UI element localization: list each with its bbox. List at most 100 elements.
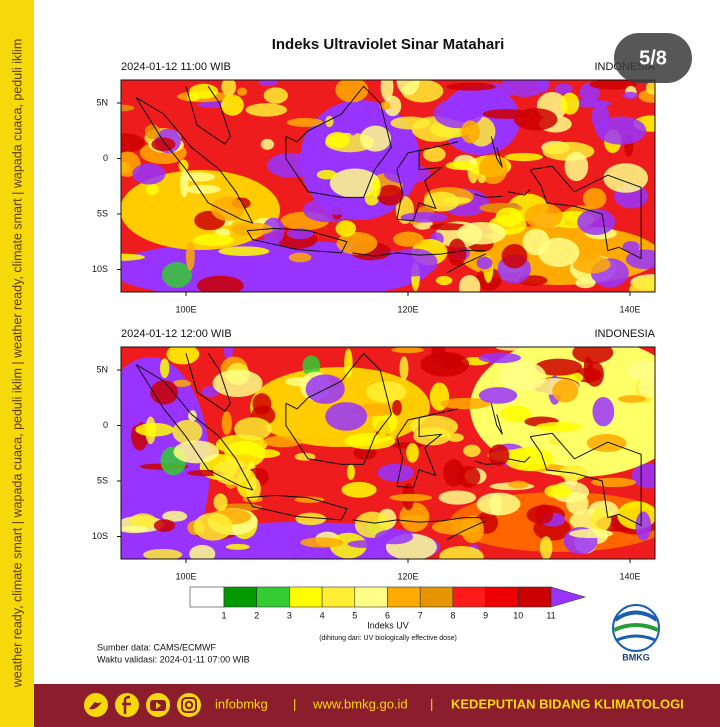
- uv-patch: [325, 402, 368, 431]
- lon-label: 100E: [175, 304, 196, 314]
- uv-patch: [635, 511, 652, 541]
- uv-patch: [501, 243, 528, 269]
- footer-website[interactable]: www.bmkg.go.id: [312, 696, 408, 711]
- uv-patch: [221, 94, 244, 116]
- uv-patch: [160, 358, 170, 379]
- uv-patch: [144, 124, 161, 140]
- uv-patch: [294, 496, 325, 503]
- uv-patch: [172, 419, 203, 444]
- uv-patch: [230, 222, 273, 236]
- colorbar-box: [517, 586, 552, 608]
- uv-patch: [390, 442, 424, 449]
- uv-patch: [213, 459, 251, 485]
- uv-patch: [121, 497, 134, 508]
- validity: Waktu validasi: 2024-01-11 07:00 WIB: [97, 654, 250, 664]
- colorbar-tick-label: 1: [221, 610, 226, 620]
- uv-patch: [476, 256, 493, 270]
- lon-label: 120E: [397, 304, 418, 314]
- uv-patch: [347, 540, 379, 548]
- colorbar-box: [223, 586, 258, 608]
- uv-patch: [495, 347, 527, 351]
- uv-patch: [393, 231, 424, 247]
- colorbar-tick-label: 3: [287, 610, 292, 620]
- lat-label: 5S: [97, 475, 108, 485]
- instagram-icon[interactable]: [177, 693, 201, 717]
- uv-patch: [341, 481, 377, 498]
- lon-label: 140E: [619, 304, 640, 314]
- uv-patch: [577, 208, 616, 235]
- uv-patch: [535, 358, 583, 376]
- uv-patch: [377, 463, 414, 482]
- uv-patch: [583, 356, 594, 384]
- uv-patch: [196, 275, 244, 292]
- side-banner-text: weather ready, climate smart | wapada cu…: [10, 39, 24, 688]
- uv-patch: [335, 220, 357, 237]
- uv-patch: [360, 125, 392, 152]
- colorbar: 1 2 3 4 5 6 7 8 9 10 11: [189, 586, 587, 620]
- uv-patch: [383, 164, 431, 184]
- uv-patch: [538, 237, 580, 268]
- uv-patch: [325, 132, 350, 149]
- uv-patch: [389, 248, 438, 277]
- uv-patch: [631, 463, 655, 489]
- uv-patch: [446, 82, 496, 91]
- uv-patch: [456, 221, 507, 245]
- coastline: [185, 86, 231, 145]
- footer-handle[interactable]: infobmkg: [215, 696, 268, 711]
- uv-patch: [488, 444, 510, 466]
- colorbar-box: [189, 586, 225, 608]
- coastline: [446, 520, 486, 541]
- uv-patch: [354, 511, 390, 538]
- panel-region: INDONESIA: [594, 328, 655, 340]
- uv-patch: [336, 232, 378, 255]
- uv-patch: [221, 80, 237, 96]
- uv-patch: [344, 432, 396, 450]
- uv-patch: [539, 536, 553, 559]
- uv-map: [121, 80, 655, 292]
- lat-label: 10S: [92, 531, 108, 541]
- uv-patch: [477, 174, 486, 184]
- uv-patch: [568, 529, 614, 539]
- uv-patch: [508, 480, 529, 489]
- uv-patch: [423, 191, 460, 212]
- uv-patch: [201, 386, 219, 398]
- uv-patch: [458, 275, 481, 292]
- uv-patch: [121, 525, 149, 534]
- uv-patch: [372, 178, 381, 198]
- slide-counter-text: 5/8: [639, 47, 667, 69]
- title: Indeks Ultraviolet Sinar Matahari: [272, 36, 505, 53]
- uv-patch: [460, 515, 484, 544]
- uv-patch: [626, 361, 655, 381]
- uv-patch: [592, 396, 615, 427]
- uv-patch: [560, 92, 580, 115]
- uv-patch: [438, 490, 477, 505]
- uv-patch: [335, 80, 369, 103]
- uv-patch: [564, 151, 589, 182]
- coastline: [446, 253, 486, 274]
- coastline: [396, 141, 459, 222]
- uv-patch: [535, 504, 554, 524]
- uv-patch: [260, 138, 275, 150]
- uv-patch: [589, 80, 638, 90]
- lat-label: 0: [103, 420, 108, 430]
- uv-patch: [129, 513, 157, 529]
- uv-patch: [622, 240, 640, 253]
- uv-patch: [396, 80, 420, 96]
- colorbar-triangle: [550, 586, 587, 608]
- uv-patch: [121, 133, 145, 153]
- uv-patch: [536, 80, 550, 93]
- uv-patch: [143, 548, 183, 559]
- uv-patch: [189, 83, 219, 99]
- uv-patch: [376, 184, 404, 206]
- source: Sumber data: CAMS/ECMWF: [97, 642, 217, 652]
- uv-patch: [221, 411, 232, 435]
- uv-patch: [178, 159, 189, 172]
- uv-patch: [263, 435, 303, 448]
- lon-label: 120E: [397, 571, 418, 581]
- coastline: [529, 165, 642, 260]
- uv-patch: [135, 422, 174, 437]
- uv-patch: [185, 242, 195, 271]
- uv-patch: [286, 228, 314, 240]
- uv-patch: [193, 512, 233, 541]
- uv-patch: [245, 103, 288, 117]
